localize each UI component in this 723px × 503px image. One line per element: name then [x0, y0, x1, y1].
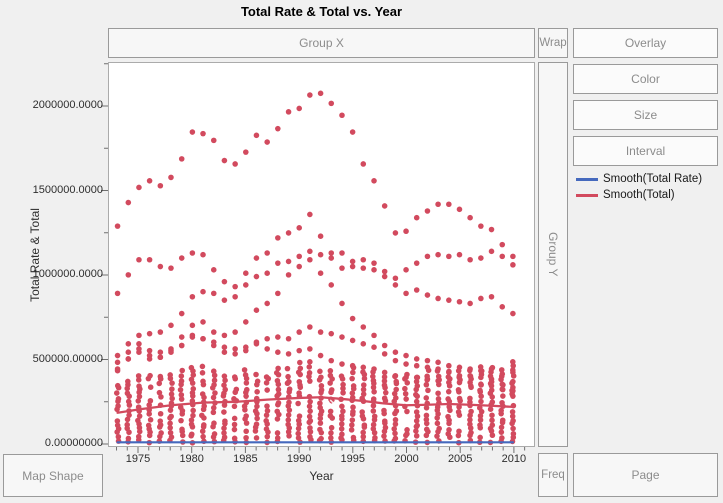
dropzone-overlay[interactable]: Overlay — [573, 28, 718, 58]
dropzone-color-label: Color — [631, 72, 660, 86]
x-axis-title[interactable]: Year — [309, 469, 334, 483]
y-axis-tick-label: 500000.00000 — [32, 352, 103, 365]
dropzone-color[interactable]: Color — [573, 64, 718, 94]
plot-area[interactable] — [108, 62, 535, 447]
y-axis-tick-label: 2000000.0000 — [32, 99, 103, 111]
legend-label: Smooth(Total) — [603, 189, 675, 201]
legend: Smooth(Total Rate) Smooth(Total) — [576, 171, 702, 203]
dropzone-map-shape[interactable]: Map Shape — [3, 454, 103, 497]
x-axis-tick-label: 2000 — [394, 453, 419, 465]
dropzone-wrap[interactable]: Wrap — [538, 28, 568, 58]
x-axis-tick-label: 2010 — [501, 453, 527, 465]
dropzone-size-label: Size — [633, 108, 658, 122]
scatter-plot — [113, 90, 517, 446]
dropzone-freq-label: Freq — [541, 469, 565, 481]
x-axis-tick-label: 2005 — [447, 453, 473, 465]
dropzone-map-shape-label: Map Shape — [22, 468, 84, 483]
y-axis-title[interactable]: Total Rate & Total — [28, 207, 42, 302]
x-axis-tick-label: 1985 — [233, 453, 258, 465]
dropzone-group-y[interactable]: Group Y — [538, 62, 568, 447]
dropzone-interval[interactable]: Interval — [573, 136, 718, 166]
dropzone-size[interactable]: Size — [573, 100, 718, 130]
legend-label: Smooth(Total Rate) — [603, 173, 703, 185]
y-axis-tick-label: 1500000.0000 — [32, 183, 103, 196]
legend-item-smooth-total[interactable]: Smooth(Total) — [576, 187, 702, 203]
legend-item-smooth-total-rate[interactable]: Smooth(Total Rate) — [576, 171, 702, 187]
x-axis-tick-label: 1980 — [179, 453, 204, 465]
dropzone-page-label: Page — [631, 468, 660, 482]
x-axis-tick-label: 1990 — [286, 453, 312, 465]
y-axis-tick-label: 0.00000000 — [44, 437, 103, 449]
dropzone-wrap-label: Wrap — [539, 37, 567, 49]
dropzone-overlay-label: Overlay — [624, 36, 667, 50]
x-axis-tick-label: 1975 — [125, 453, 151, 465]
y-axis-tick-label: 1000000.0000 — [32, 268, 103, 280]
chart-title: Total Rate & Total vs. Year — [240, 4, 403, 19]
dropzone-group-x-label: Group X — [299, 36, 344, 50]
dropzone-freq[interactable]: Freq — [538, 453, 568, 497]
x-axis-tick-label: 1995 — [340, 453, 366, 465]
dropzone-group-x[interactable]: Group X — [108, 28, 535, 58]
legend-swatch-red-line — [576, 193, 598, 197]
y-axis-ticks — [101, 63, 108, 445]
dropzone-group-y-label: Group Y — [546, 232, 560, 277]
x-axis-ticks — [116, 447, 526, 453]
legend-swatch-blue-line — [576, 177, 598, 181]
dropzone-page[interactable]: Page — [573, 453, 718, 497]
dropzone-interval-label: Interval — [625, 144, 666, 158]
